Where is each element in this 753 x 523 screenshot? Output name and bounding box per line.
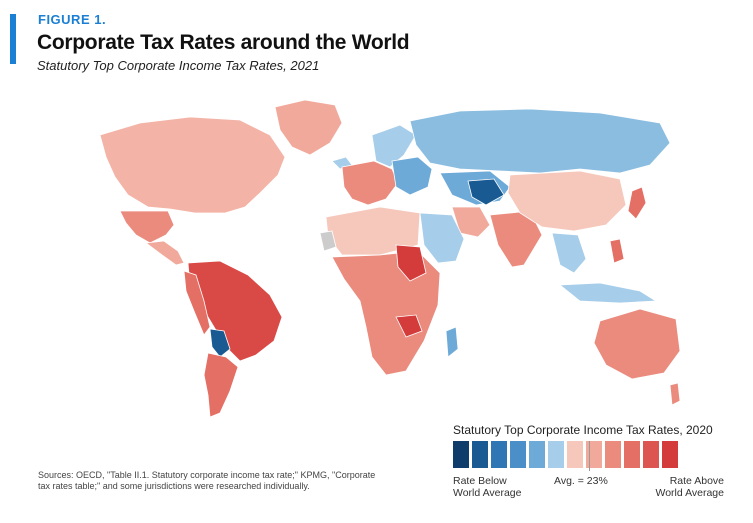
region-europe: [341, 160, 399, 206]
chart-title: Corporate Tax Rates around the World: [37, 31, 410, 54]
region-scandinavia: [371, 124, 417, 168]
legend-swatch: [510, 441, 526, 468]
region-central-america: [144, 240, 185, 266]
region-madagascar: [445, 326, 459, 358]
legend-swatch: [624, 441, 640, 468]
legend-title: Statutory Top Corporate Income Tax Rates…: [453, 423, 713, 437]
legend-swatch: [662, 441, 678, 468]
region-south-america-west: [183, 270, 211, 336]
region-philippines: [609, 238, 625, 264]
legend-average-divider: [589, 441, 590, 471]
region-mexico: [119, 210, 175, 244]
figure-label: FIGURE 1.: [38, 12, 107, 27]
region-no-data: [319, 230, 337, 252]
region-new-zealand: [669, 382, 680, 406]
region-china: [507, 170, 627, 232]
legend-above-line-2: World Average: [655, 487, 725, 499]
legend-swatch: [472, 441, 488, 468]
legend-swatches: [453, 441, 681, 468]
legend-swatch: [643, 441, 659, 468]
legend-below-line-2: World Average: [453, 487, 522, 499]
legend-above-label: Rate Above World Average: [640, 475, 725, 499]
region-russia: [409, 108, 671, 174]
accent-bar: [10, 14, 16, 64]
world-map: [99, 99, 680, 418]
region-caspian: [467, 178, 505, 206]
legend-above-line-1: Rate Above: [669, 475, 724, 487]
region-japan: [627, 186, 647, 220]
region-southeast-asia: [551, 232, 587, 274]
legend-swatch: [586, 441, 602, 468]
region-eastern-europe: [391, 156, 433, 196]
region-middle-east: [419, 212, 465, 264]
legend-below-label: Rate Below World Average: [453, 475, 522, 499]
sources-note: Sources: OECD, "Table II.1. Statutory co…: [38, 470, 376, 491]
legend-swatch: [529, 441, 545, 468]
legend-swatch: [605, 441, 621, 468]
legend-swatch: [453, 441, 469, 468]
legend-swatch: [548, 441, 564, 468]
legend-below-line-1: Rate Below: [453, 475, 507, 487]
region-greenland: [274, 99, 343, 156]
legend-average-label: Avg. = 23%: [554, 475, 608, 487]
region-zambia: [395, 314, 423, 338]
region-chile: [203, 352, 239, 418]
region-australia: [593, 308, 680, 380]
region-paraguay: [209, 328, 231, 358]
chart-subtitle: Statutory Top Corporate Income Tax Rates…: [37, 58, 320, 73]
legend-swatch: [567, 441, 583, 468]
region-north-america: [99, 116, 286, 214]
legend-swatch: [491, 441, 507, 468]
region-sudan: [395, 244, 427, 282]
region-indonesia: [558, 282, 658, 304]
